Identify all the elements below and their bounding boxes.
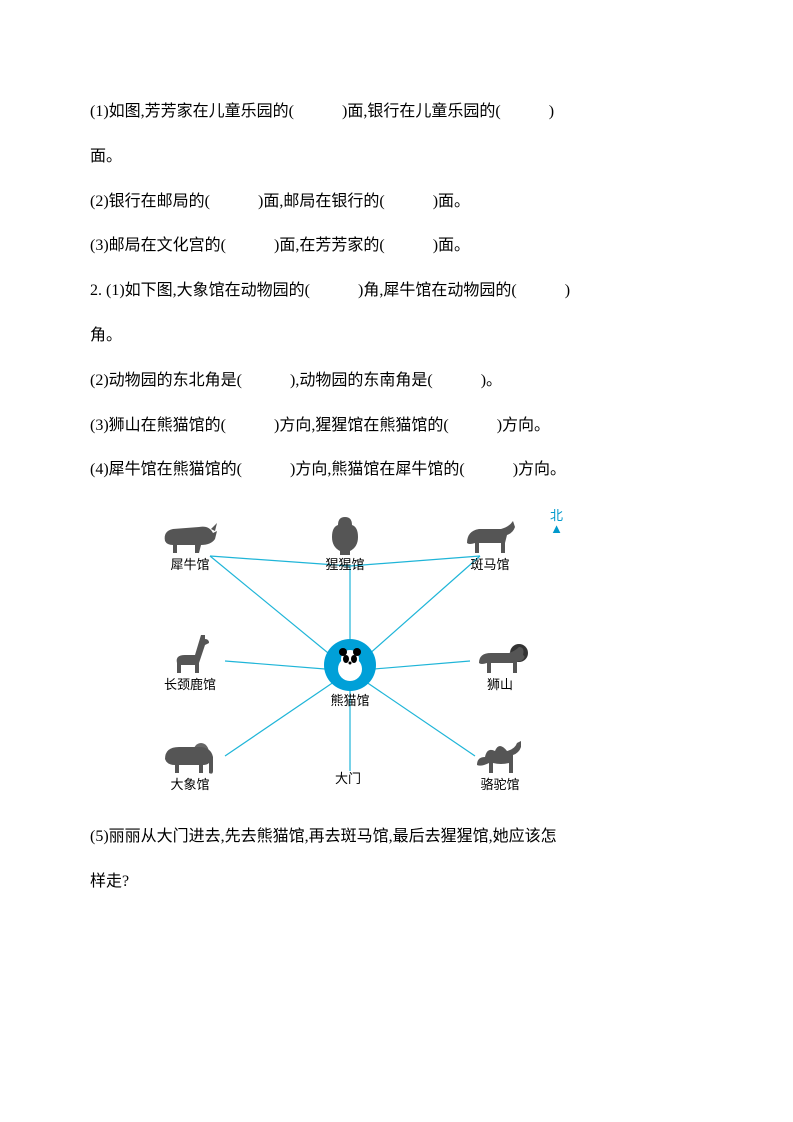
q2-line1: 2. (1)如下图,大象馆在动物园的( )角,犀牛馆在动物园的( ) [90,269,703,314]
zoo-node-elephant: 大象馆 [145,733,235,793]
text: ) [565,282,570,299]
q2-line2: (2)动物园的东北角是( ),动物园的东南角是( )。 [90,359,703,404]
zoo-node-label: 斑马馆 [470,557,509,573]
q1-line3: (3)邮局在文化宫的( )面,在芳芳家的( )面。 [90,224,703,269]
q2-line1b: 角。 [90,314,703,359]
q1-line1: (1)如图,芳芳家在儿童乐园的( )面,银行在儿童乐园的( ) [90,90,703,135]
q2-line6: 样走? [90,860,703,905]
blank [465,461,513,478]
zoo-node-label: 骆驼馆 [480,777,519,793]
text: )面,邮局在银行的( [258,193,385,210]
blank [294,103,342,120]
zoo-node-camel: 骆驼馆 [455,733,545,793]
text: )面。 [433,237,470,254]
q2-line5: (5)丽丽从大门进去,先去熊猫馆,再去斑马馆,最后去猩猩馆,她应该怎 [90,815,703,860]
zoo-node-giraffe: 长颈鹿馆 [145,633,235,693]
zoo-node-label: 大象馆 [170,777,209,793]
zoo-node-label: 犀牛馆 [170,557,209,573]
zoo-node-zebra: 斑马馆 [445,513,535,573]
blank [210,193,258,210]
text: (3)狮山在熊猫馆的( [90,417,226,434]
blank [517,282,565,299]
blank [501,103,549,120]
blank [449,417,497,434]
blank [226,237,274,254]
text: )角,犀牛馆在动物园的( [358,282,517,299]
zoo-diagram: 犀牛馆 猩猩馆 斑马馆长颈鹿馆 狮山大象馆 骆驼馆 熊猫馆大门 北▲ [120,501,580,811]
text: )方向,熊猫馆在犀牛馆的( [290,461,465,478]
blank [226,417,274,434]
blank [242,372,290,389]
text: (3)邮局在文化宫的( [90,237,226,254]
text: (1)如图,芳芳家在儿童乐园的( [90,103,294,120]
zoo-node-label: 狮山 [487,677,513,693]
text: )面。 [433,193,470,210]
zoo-node-rhino: 犀牛馆 [145,513,235,573]
blank [385,237,433,254]
text: (5)丽丽从大门进去,先去熊猫馆,再去斑马馆,最后去猩猩馆,她应该怎 [90,828,557,845]
text: (2)动物园的东北角是( [90,372,242,389]
zoo-node-label: 长颈鹿馆 [164,677,216,693]
zoo-gate-label: 大门 [335,771,361,787]
zoo-node-label: 猩猩馆 [325,557,364,573]
zoo-node-gorilla: 猩猩馆 [300,513,390,573]
text: (2)银行在邮局的( [90,193,210,210]
text: )方向。 [497,417,550,434]
text: ),动物园的东南角是( [290,372,433,389]
text: )方向,猩猩馆在熊猫馆的( [274,417,449,434]
text: 角。 [90,327,122,344]
text: )。 [481,372,502,389]
zoo-node-lion: 狮山 [455,633,545,693]
text: )面,银行在儿童乐园的( [342,103,501,120]
blank [433,372,481,389]
zoo-center-label: 熊猫馆 [330,693,369,709]
text: 样走? [90,873,129,890]
q1-line2: (2)银行在邮局的( )面,邮局在银行的( )面。 [90,180,703,225]
q1-line1b: 面。 [90,135,703,180]
q2-line3: (3)狮山在熊猫馆的( )方向,猩猩馆在熊猫馆的( )方向。 [90,404,703,449]
text: 2. (1)如下图,大象馆在动物园的( [90,282,310,299]
compass-north-icon: 北▲ [550,509,563,535]
blank [385,193,433,210]
text: ) [549,103,554,120]
text: )方向。 [513,461,566,478]
text: 面。 [90,148,122,165]
blank [242,461,290,478]
zoo-node-panda: 熊猫馆 [305,639,395,709]
text: (4)犀牛馆在熊猫馆的( [90,461,242,478]
blank [310,282,358,299]
text: )面,在芳芳家的( [274,237,385,254]
q2-line4: (4)犀牛馆在熊猫馆的( )方向,熊猫馆在犀牛馆的( )方向。 [90,448,703,493]
